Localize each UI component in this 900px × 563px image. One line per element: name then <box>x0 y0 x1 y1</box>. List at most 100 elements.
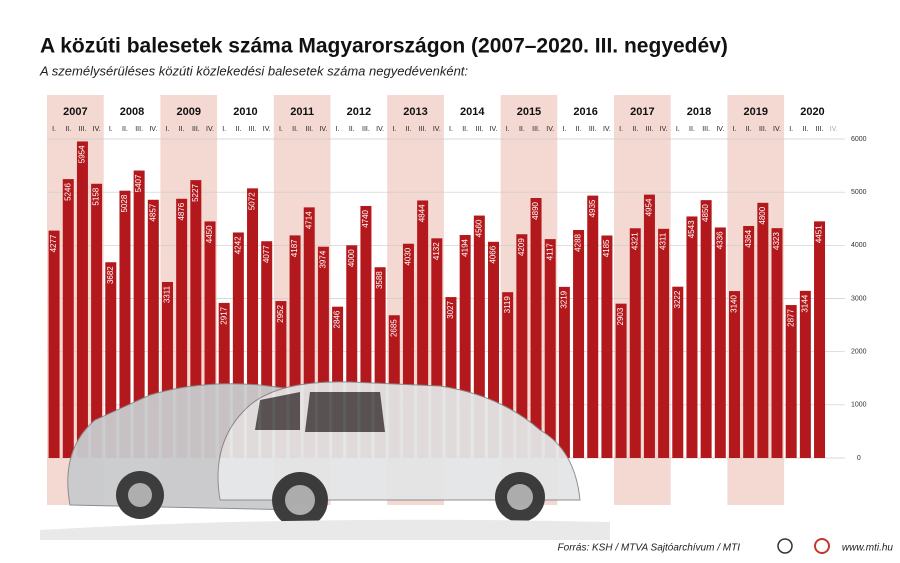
value-label: 4288 <box>574 233 583 251</box>
bar <box>176 198 188 458</box>
value-label: 3027 <box>446 301 455 319</box>
x-tick-label: IV. <box>93 126 101 133</box>
value-label: 5158 <box>92 187 101 205</box>
x-tick-label: I. <box>392 126 396 133</box>
x-tick-label: IV. <box>206 126 214 133</box>
bar <box>530 198 542 458</box>
x-tick-label: IV. <box>830 126 838 133</box>
bar <box>799 290 811 458</box>
chart-subtitle: A személysérüléses közúti közlekedési ba… <box>39 63 468 78</box>
value-label: 4844 <box>418 204 427 222</box>
plot: 0 1000 2000 3000 4000 5000 6000 I. 4277 II. 5246 II… <box>47 126 867 462</box>
x-tick-label: I. <box>619 126 623 133</box>
x-tick-label: III. <box>816 126 824 133</box>
value-label: 4187 <box>290 239 299 257</box>
y-tick-label: 1000 <box>851 402 867 409</box>
value-label: 5246 <box>63 183 72 201</box>
source: Forrás: KSH / MTVA Sajtóarchívum / MTI <box>558 543 741 554</box>
bar <box>658 228 670 458</box>
bar <box>119 190 131 459</box>
value-label: 3140 <box>730 295 739 313</box>
x-tick-label: II. <box>406 126 412 133</box>
bar <box>502 292 514 458</box>
x-tick-label: II. <box>122 126 128 133</box>
x-tick-label: IV. <box>433 126 441 133</box>
value-label: 3974 <box>319 250 328 268</box>
value-label: 5028 <box>120 194 129 212</box>
x-tick-label: I. <box>562 126 566 133</box>
bar <box>544 239 556 458</box>
value-label: 2917 <box>219 306 228 324</box>
x-tick-label: II. <box>462 126 468 133</box>
x-tick-label: I. <box>789 126 793 133</box>
value-label: 5072 <box>248 192 257 210</box>
x-tick-label: II. <box>576 126 582 133</box>
year-label: 2013 <box>403 106 427 118</box>
value-label: 3311 <box>163 285 172 303</box>
bar <box>232 232 244 458</box>
value-label: 3119 <box>503 296 512 314</box>
bar <box>105 262 117 458</box>
value-label: 4890 <box>531 201 540 219</box>
year-label: 2011 <box>290 106 314 118</box>
value-label: 4740 <box>361 209 370 227</box>
x-tick-label: III. <box>419 126 427 133</box>
y-tick-label: 4000 <box>851 242 867 249</box>
year-label: 2007 <box>63 106 87 118</box>
x-tick-label: III. <box>475 126 483 133</box>
value-label: 4857 <box>148 203 157 221</box>
x-tick-label: I. <box>52 126 56 133</box>
year-label: 2010 <box>233 106 257 118</box>
bar <box>686 216 698 458</box>
bar <box>133 170 145 458</box>
year-label: 2020 <box>800 106 824 118</box>
value-label: 4336 <box>715 231 724 249</box>
y-tick-label: 5000 <box>851 189 867 196</box>
x-tick-label: II. <box>65 126 71 133</box>
bar <box>573 230 585 458</box>
year-label: 2018 <box>687 106 711 118</box>
year-label: 2016 <box>573 106 597 118</box>
value-label: 3588 <box>375 271 384 289</box>
x-tick-label: I. <box>336 126 340 133</box>
x-tick-label: III. <box>362 126 370 133</box>
year-label: 2009 <box>177 106 201 118</box>
value-label: 2952 <box>276 305 285 323</box>
y-tick-label: 3000 <box>851 295 867 302</box>
bar <box>190 180 202 458</box>
x-tick-label: IV. <box>546 126 554 133</box>
x-tick-label: I. <box>449 126 453 133</box>
x-tick-label: I. <box>733 126 737 133</box>
value-label: 4543 <box>687 220 696 238</box>
x-tick-label: III. <box>79 126 87 133</box>
value-label: 4209 <box>517 238 526 256</box>
website: www.mti.hu <box>842 543 894 554</box>
bar <box>161 281 173 458</box>
x-tick-label: III. <box>646 126 654 133</box>
car-illustration <box>40 381 610 540</box>
bar <box>601 235 613 458</box>
bar <box>473 215 485 458</box>
value-label: 4132 <box>432 242 441 260</box>
value-label: 2685 <box>389 319 398 337</box>
y-tick-label: 2000 <box>851 349 867 356</box>
value-label: 3144 <box>800 294 809 312</box>
x-tick-label: IV. <box>149 126 157 133</box>
bar <box>76 141 88 458</box>
value-label: 4117 <box>545 243 554 261</box>
x-tick-label: IV. <box>716 126 724 133</box>
bar <box>317 246 329 458</box>
value-label: 4450 <box>205 225 214 243</box>
bar <box>374 267 386 458</box>
value-label: 4323 <box>772 232 781 250</box>
bar <box>62 179 74 459</box>
value-label: 2903 <box>616 307 625 325</box>
value-label: 4935 <box>588 199 597 217</box>
year-label: 2019 <box>744 106 768 118</box>
x-tick-label: I. <box>676 126 680 133</box>
value-label: 4077 <box>262 245 271 263</box>
x-tick-label: IV. <box>490 126 498 133</box>
bar <box>275 301 287 458</box>
chart-title: A közúti balesetek száma Magyarországon … <box>40 35 728 58</box>
